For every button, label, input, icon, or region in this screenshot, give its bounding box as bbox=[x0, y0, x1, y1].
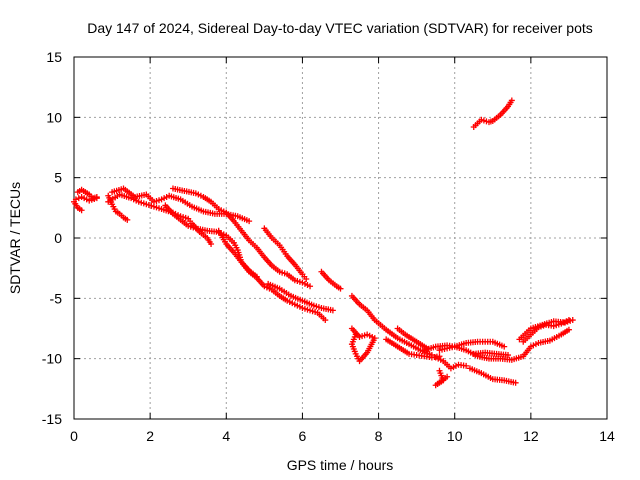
data-point bbox=[565, 326, 572, 333]
y-tick-label: -15 bbox=[42, 411, 62, 427]
x-tick-label: 14 bbox=[599, 428, 615, 444]
x-tick-label: 12 bbox=[523, 428, 539, 444]
data-point bbox=[512, 379, 519, 386]
series-track-14 bbox=[348, 325, 378, 365]
y-axis-label: SDTVAR / TECUs bbox=[7, 182, 23, 294]
axis-ticks: 0 2 4 6 8 10 12 14 -15 -10 -5 0 5 10 15 bbox=[42, 49, 615, 444]
series-track-11 bbox=[261, 225, 310, 283]
series-track-25 bbox=[470, 97, 515, 130]
x-tick-label: 0 bbox=[70, 428, 78, 444]
data-point bbox=[508, 97, 515, 104]
data-point bbox=[463, 362, 470, 369]
series-track-5 bbox=[105, 191, 215, 248]
y-tick-label: 5 bbox=[54, 170, 62, 186]
data-point bbox=[501, 343, 508, 350]
data-point bbox=[322, 317, 329, 324]
data-point bbox=[78, 207, 85, 214]
data-point bbox=[569, 317, 576, 324]
x-tick-label: 6 bbox=[299, 428, 307, 444]
data-point bbox=[337, 285, 344, 292]
data-point bbox=[307, 283, 314, 290]
series-track-6 bbox=[109, 185, 253, 225]
data-point bbox=[246, 218, 253, 225]
series-track-22 bbox=[470, 349, 512, 359]
series-track-24 bbox=[516, 317, 576, 343]
series-track-1 bbox=[71, 198, 85, 214]
series-track-18 bbox=[432, 367, 451, 389]
y-tick-label: -10 bbox=[42, 351, 62, 367]
data-point bbox=[208, 241, 215, 248]
series-track-15 bbox=[383, 336, 443, 361]
data-marks bbox=[71, 97, 576, 389]
grid-lines bbox=[74, 57, 607, 419]
series-track-12 bbox=[318, 268, 344, 292]
y-tick-label: 0 bbox=[54, 230, 62, 246]
series-track-20 bbox=[436, 326, 572, 363]
data-point bbox=[329, 307, 336, 314]
chart-title: Day 147 of 2024, Sidereal Day-to-day VTE… bbox=[87, 20, 593, 36]
x-axis-label: GPS time / hours bbox=[287, 457, 394, 473]
x-tick-label: 8 bbox=[375, 428, 383, 444]
data-point bbox=[352, 331, 359, 338]
data-point bbox=[303, 276, 310, 283]
x-tick-label: 2 bbox=[146, 428, 154, 444]
y-tick-label: 15 bbox=[46, 49, 62, 65]
data-point bbox=[93, 195, 100, 202]
x-tick-label: 10 bbox=[447, 428, 463, 444]
data-point bbox=[444, 373, 451, 380]
data-point bbox=[72, 196, 79, 203]
y-tick-label: -5 bbox=[50, 290, 63, 306]
series-track-4 bbox=[105, 192, 131, 223]
series-track-17 bbox=[432, 354, 470, 372]
series-track-8 bbox=[215, 227, 329, 324]
series-track-9 bbox=[265, 280, 336, 314]
series-track-10 bbox=[169, 185, 314, 290]
series-track-3 bbox=[72, 193, 100, 204]
series-track-13 bbox=[348, 292, 435, 359]
data-point bbox=[124, 216, 131, 223]
x-tick-label: 4 bbox=[222, 428, 230, 444]
data-point bbox=[505, 352, 512, 359]
data-point bbox=[75, 195, 82, 202]
series-track-21 bbox=[466, 365, 519, 386]
y-tick-label: 10 bbox=[46, 109, 62, 125]
